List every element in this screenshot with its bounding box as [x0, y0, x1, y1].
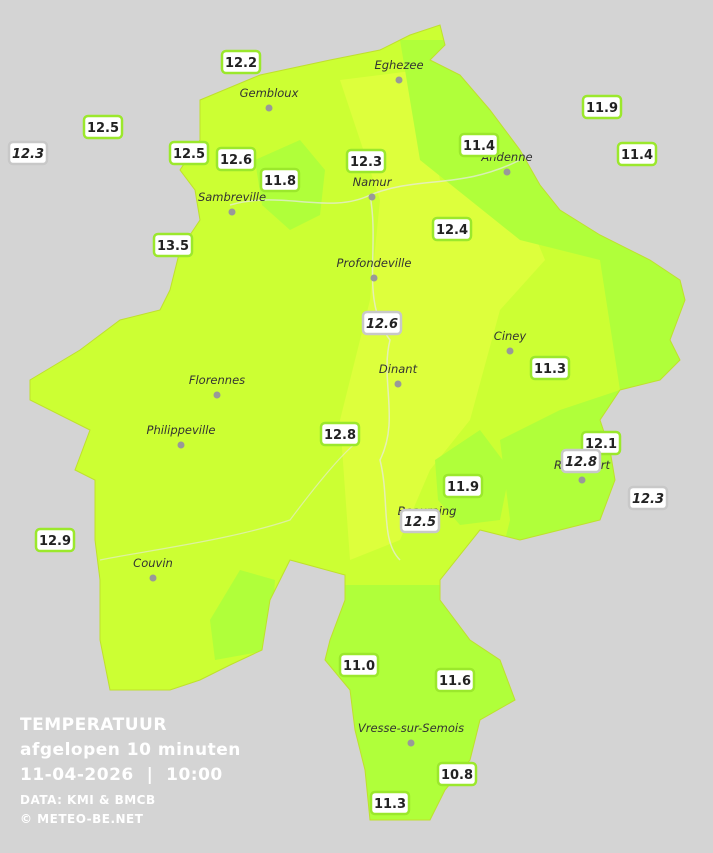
river — [369, 194, 401, 561]
place-label: Couvin — [133, 556, 173, 570]
station-value: 12.8 — [565, 455, 597, 470]
station-box — [560, 448, 602, 474]
place-label: Profondeville — [337, 256, 412, 270]
station-value: 12.2 — [225, 56, 257, 71]
station-box — [82, 114, 124, 140]
place-label: Vresse-sur-Semois — [358, 721, 464, 735]
place-dot — [394, 380, 402, 388]
station-value: 12.5 — [404, 515, 436, 530]
station-box — [7, 140, 49, 166]
place-label: Eghezee — [374, 58, 423, 72]
legend-subtitle: afgelopen 10 minuten — [20, 740, 241, 760]
station-value: 12.9 — [39, 534, 71, 549]
station-box — [399, 508, 441, 534]
station-value: 12.8 — [324, 428, 356, 443]
station-box — [627, 485, 669, 511]
station-value: 11.9 — [447, 480, 479, 495]
station-value: 11.0 — [343, 659, 375, 674]
station-value: 12.6 — [220, 153, 252, 168]
station-box — [152, 232, 194, 258]
place-dot — [213, 391, 221, 399]
station-box — [616, 141, 658, 167]
zone-green — [300, 585, 550, 820]
station-box — [220, 49, 262, 75]
place-dot — [149, 574, 157, 582]
station-box — [458, 132, 500, 158]
place-label: Gembloux — [240, 86, 299, 100]
station-box — [581, 94, 623, 120]
station-value: 12.6 — [366, 317, 398, 332]
station-box — [345, 148, 387, 174]
station-value: 11.6 — [439, 674, 471, 689]
place-label: Namur — [353, 175, 393, 189]
station-box — [259, 167, 301, 193]
stations: 12.2 12.5 12.3 12.5 12.6 11.8 12.3 11.4 11.9 11.4… — [7, 49, 669, 816]
station-value: 12.3 — [12, 147, 44, 162]
place-label: Sambreville — [198, 190, 266, 204]
station-value: 11.9 — [586, 101, 618, 116]
legend-credit: © METEO-BE.NET — [20, 812, 144, 826]
place-label: Florennes — [189, 373, 245, 387]
station-value: 11.3 — [534, 362, 566, 377]
place-dot — [578, 476, 586, 484]
station-box — [529, 355, 571, 381]
station-box — [431, 216, 473, 242]
zone-light — [340, 70, 545, 560]
station-box — [34, 527, 76, 553]
place-dot — [506, 347, 514, 355]
legend: TEMPERATUUR afgelopen 10 minuten 11-04-2… — [20, 715, 241, 826]
place-dot — [177, 441, 185, 449]
station-box — [442, 473, 484, 499]
place-dot — [395, 76, 403, 84]
legend-source: DATA: KMI & BMCB — [20, 793, 156, 807]
station-value: 12.3 — [632, 492, 664, 507]
station-box — [369, 790, 411, 816]
station-value: 11.3 — [374, 797, 406, 812]
station-box — [434, 667, 476, 693]
place-dot — [407, 739, 415, 747]
place-dot — [503, 168, 511, 176]
legend-title: TEMPERATUUR — [20, 715, 167, 735]
station-value: 11.8 — [264, 174, 296, 189]
station-value: 10.8 — [441, 768, 473, 783]
station-value: 12.1 — [585, 437, 617, 452]
station-box — [168, 140, 210, 166]
station-value: 11.4 — [463, 139, 495, 154]
place-dot — [265, 104, 273, 112]
place-dot — [370, 274, 378, 282]
zone-green — [210, 570, 275, 660]
place-dot — [368, 193, 376, 201]
station-box — [215, 146, 257, 172]
place-label: Dinant — [379, 362, 418, 376]
place-dot — [228, 208, 236, 216]
legend-datetime: 11-04-2026 | 10:00 — [20, 765, 223, 785]
river — [99, 439, 361, 561]
place-label: Philippeville — [147, 423, 216, 437]
station-box — [319, 421, 361, 447]
station-box — [361, 310, 403, 336]
station-value: 12.3 — [350, 155, 382, 170]
station-value: 12.5 — [173, 147, 205, 162]
station-value: 12.4 — [436, 223, 468, 238]
place-label: Ciney — [494, 329, 527, 343]
station-box — [338, 652, 380, 678]
station-box — [436, 761, 478, 787]
station-value: 12.5 — [87, 121, 119, 136]
station-value: 11.4 — [621, 148, 653, 163]
station-value: 13.5 — [157, 239, 189, 254]
